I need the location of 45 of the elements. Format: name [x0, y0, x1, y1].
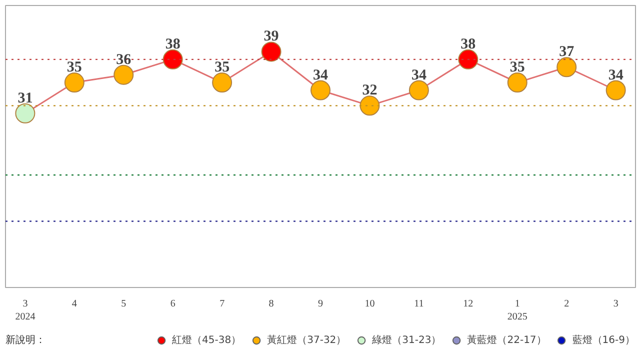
data-label: 34 [411, 67, 427, 84]
legend-title: 新說明： [6, 334, 46, 346]
x-tick-label: 1 2025 [507, 298, 528, 323]
point [114, 64, 134, 85]
point [408, 80, 429, 100]
point [64, 72, 84, 93]
data-label: 32 [362, 82, 378, 99]
x-tick-label: 10 [364, 298, 375, 310]
legend-label: 綠燈（31-23） [372, 334, 442, 347]
data-label: 35 [66, 60, 82, 76]
x-tick-label: 8 [268, 298, 274, 310]
x-tick-label: 11 [414, 298, 424, 310]
x-tick-label: 4 [72, 298, 77, 310]
data-label: 35 [510, 60, 525, 76]
data-label: 31 [18, 90, 33, 106]
legend-label: 紅燈（45-38） [172, 334, 242, 347]
x-tick-label: 7 [220, 298, 225, 310]
point [507, 72, 528, 93]
point [360, 96, 380, 116]
x-tick-label: 6 [170, 298, 176, 310]
data-label: 38 [165, 36, 180, 52]
x-tick-label: 5 [121, 298, 126, 310]
legend-label: 藍燈（16-9） [572, 334, 635, 347]
x-tick-label: 3 2024 [15, 298, 36, 323]
x-tick-label: 3 [613, 298, 618, 310]
x-tick-label: 12 [463, 298, 474, 310]
data-label: 39 [264, 28, 279, 45]
data-label: 37 [559, 44, 575, 60]
x-tick-label: 9 [318, 298, 323, 310]
legend-label: 黃紅燈（37-32） [267, 334, 346, 347]
point [261, 42, 282, 62]
data-label: 38 [460, 36, 476, 52]
data-label: 35 [214, 60, 230, 76]
data-label: 36 [116, 52, 132, 68]
point [162, 49, 183, 70]
point [212, 72, 232, 93]
data-label: 34 [608, 67, 624, 84]
data-label: 34 [313, 67, 328, 84]
legend-label: 黃藍燈（22-17） [467, 334, 546, 347]
point [458, 49, 478, 70]
point [15, 103, 36, 124]
x-tick-label: 2 [564, 298, 570, 310]
point [310, 80, 330, 100]
point [606, 80, 626, 100]
point [556, 57, 577, 78]
